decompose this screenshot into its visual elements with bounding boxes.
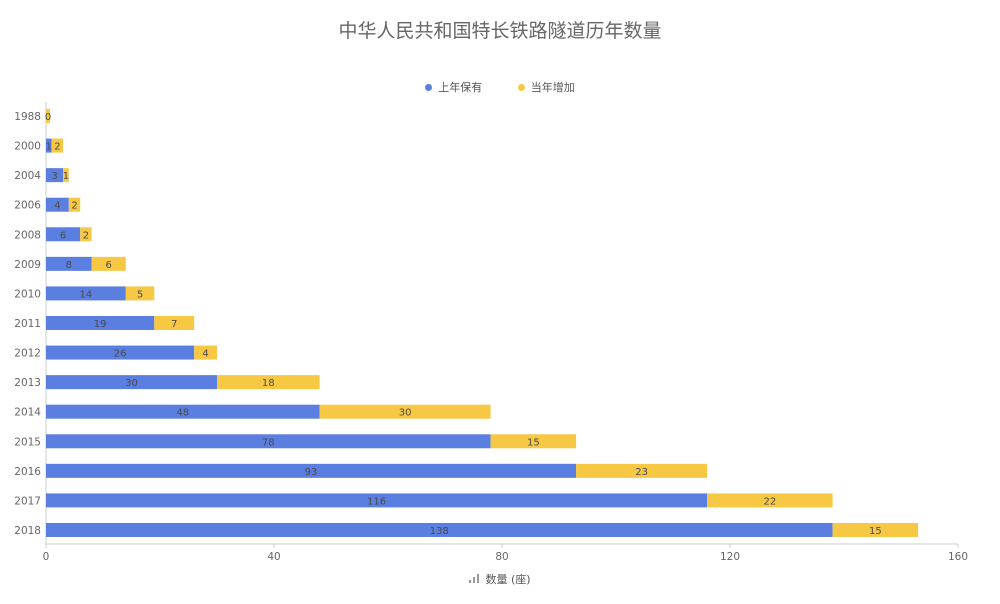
y-tick-label: 2004 [14, 170, 41, 182]
y-tick-label: 2016 [14, 466, 41, 478]
bar-segment-1 [46, 256, 92, 271]
bar-segment-2 [707, 493, 833, 508]
bar-segment-2 [217, 375, 320, 390]
y-tick-label: 1988 [14, 111, 41, 123]
legend-swatch-series-1 [425, 83, 433, 91]
bar-segment-2 [319, 404, 491, 419]
bar-segment-1 [46, 315, 155, 330]
bar-segment-1 [46, 375, 217, 390]
y-tick-label: 2011 [14, 318, 41, 330]
bar-segment-2 [125, 286, 155, 301]
bar-segment-2 [832, 522, 919, 537]
y-tick-label: 2009 [14, 259, 41, 271]
y-tick-label: 2012 [14, 348, 41, 360]
data-label: 2 [54, 142, 60, 153]
data-label: 1 [63, 171, 69, 182]
data-label: 6 [60, 230, 66, 241]
bar-segment-2 [154, 315, 195, 330]
data-label: 0 [45, 112, 51, 123]
legend-item-series-1[interactable]: 上年保有 [425, 79, 482, 95]
data-label: 5 [137, 289, 143, 300]
bar-segment-1 [46, 493, 708, 508]
legend-label-series-2: 当年增加 [530, 81, 575, 94]
data-label: 3 [51, 171, 57, 182]
data-label: 22 [764, 496, 777, 507]
bar-segment-2 [46, 109, 50, 123]
bar-segment-1 [46, 463, 577, 478]
data-label: 2 [71, 201, 77, 212]
data-label: 14 [80, 289, 93, 300]
legend-swatch-series-2 [517, 83, 525, 91]
y-tick-label: 2006 [14, 200, 41, 212]
x-tick-label: 160 [948, 551, 968, 563]
x-axis-title: 数量 (座) [0, 571, 1000, 587]
x-tick-label: 120 [720, 551, 740, 563]
chart-title: 中华人民共和国特长铁路隧道历年数量 [338, 20, 662, 42]
bar-segment-2 [63, 168, 69, 183]
data-label: 48 [176, 408, 189, 419]
data-label: 15 [869, 526, 882, 537]
y-tick-label: 2000 [14, 141, 41, 153]
bar-segment-2 [68, 197, 81, 212]
data-label: 7 [171, 319, 177, 330]
x-axis-label: 数量 (座) [485, 573, 531, 586]
bar-segment-1 [46, 404, 320, 419]
bar-segment-2 [490, 434, 577, 449]
data-label: 19 [94, 319, 107, 330]
bar-segment-2 [91, 256, 126, 271]
data-label: 15 [527, 437, 540, 448]
legend: 上年保有 当年增加 [0, 79, 1000, 95]
data-label: 4 [202, 349, 208, 360]
x-tick-label: 40 [267, 551, 280, 563]
legend-item-series-2[interactable]: 当年增加 [517, 79, 575, 95]
bar-segment-2 [194, 345, 217, 360]
bar-segment-1 [46, 345, 195, 360]
data-label: 138 [430, 526, 449, 537]
data-label: 78 [262, 437, 275, 448]
bar-chart-icon [469, 574, 480, 583]
bar-segment-1 [46, 434, 491, 449]
data-label: 4 [54, 201, 60, 212]
data-label: 30 [399, 408, 412, 419]
y-tick-label: 2015 [14, 436, 41, 448]
bar-segment-1 [46, 138, 52, 153]
y-tick-label: 2017 [14, 495, 41, 507]
data-label: 18 [262, 378, 275, 389]
bar-segment-2 [80, 227, 92, 242]
bar-segment-2 [576, 463, 708, 478]
y-tick-label: 2013 [14, 377, 41, 389]
y-tick-label: 2010 [14, 288, 41, 300]
data-label: 26 [114, 349, 127, 360]
bar-segment-1 [46, 286, 126, 301]
bar-segment-1 [46, 197, 69, 212]
y-tick-label: 2014 [14, 407, 41, 419]
bar-segment-1 [46, 227, 81, 242]
legend-label-series-1: 上年保有 [438, 81, 483, 94]
bar-segment-1 [46, 168, 64, 183]
data-label: 23 [635, 467, 648, 478]
x-tick-label: 80 [495, 551, 508, 563]
data-label: 6 [106, 260, 112, 271]
data-label: 2 [83, 230, 89, 241]
x-tick-label: 0 [43, 551, 50, 563]
data-label: 1 [46, 142, 52, 153]
data-label: 116 [367, 496, 386, 507]
data-label: 93 [305, 467, 318, 478]
data-label: 8 [66, 260, 72, 271]
y-tick-label: 2018 [14, 525, 41, 537]
y-tick-label: 2008 [14, 229, 41, 241]
bar-segment-2 [51, 138, 64, 153]
bar-segment-1 [46, 522, 833, 537]
data-label: 30 [125, 378, 138, 389]
